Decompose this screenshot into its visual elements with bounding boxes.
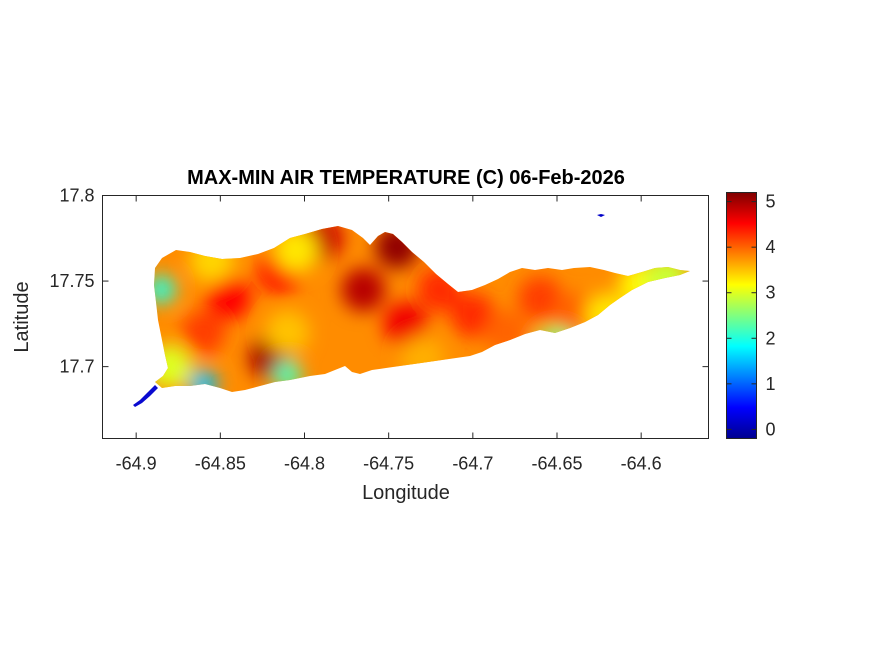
x-tick-label: -64.75 — [363, 454, 414, 474]
x-tick-label: -64.6 — [621, 454, 662, 474]
islets — [133, 214, 605, 407]
colorbar-tick-label: 2 — [766, 328, 776, 348]
colorbar-tick-label: 1 — [766, 374, 776, 394]
colorbar-ticks: 0 1 2 3 4 5 — [726, 192, 776, 439]
colorbar-tick-label: 5 — [766, 192, 776, 212]
y-axis: 17.7 17.75 17.8 — [49, 186, 709, 377]
colorbar-tick-label: 0 — [766, 419, 776, 439]
y-tick-label: 17.8 — [59, 186, 94, 206]
chart-title: MAX-MIN AIR TEMPERATURE (C) 06-Feb-2026 — [187, 167, 625, 189]
y-axis-label: Latitude — [11, 281, 33, 352]
x-tick-label: -64.9 — [116, 454, 157, 474]
x-tick-label: -64.65 — [531, 454, 582, 474]
islet-buck-island — [597, 214, 605, 217]
colorbar-gradient — [726, 192, 757, 439]
heat-hotspot — [181, 310, 226, 355]
heat-hotspot — [518, 276, 563, 321]
heat-hotspot — [265, 310, 310, 355]
x-axis: -64.9 -64.85 -64.8 -64.75 -64.7 -64.65 -64.6 — [116, 195, 662, 474]
islet-southwest-tip — [133, 385, 158, 407]
heat-hotspot — [383, 301, 428, 346]
x-tick-label: -64.7 — [452, 454, 493, 474]
colorbar-tick-label: 4 — [766, 237, 776, 257]
heat-hotspot — [450, 293, 495, 338]
colorbar: 0 1 2 3 4 5 — [726, 192, 776, 439]
heat-hotspot — [206, 276, 251, 321]
y-tick-label: 17.7 — [59, 357, 94, 377]
heat-hotspot — [341, 267, 386, 312]
x-tick-label: -64.85 — [195, 454, 246, 474]
y-tick-label: 17.75 — [49, 271, 94, 291]
colorbar-tick-label: 3 — [766, 283, 776, 303]
x-tick-label: -64.8 — [284, 454, 325, 474]
x-axis-label: Longitude — [362, 482, 450, 504]
